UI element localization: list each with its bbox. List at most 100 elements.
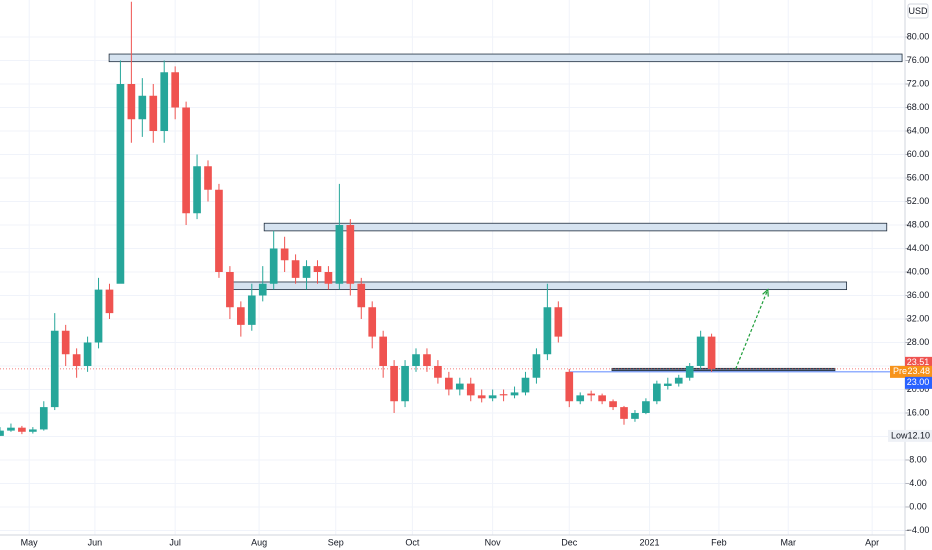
- candle-body: [204, 166, 212, 190]
- candle-body: [620, 407, 628, 419]
- candle-body: [138, 95, 147, 120]
- y-tick-label: 80.00: [907, 31, 930, 41]
- y-tick-label: 56.00: [907, 172, 930, 182]
- candle-body: [182, 107, 190, 214]
- candle-body: [565, 371, 574, 402]
- candle-body: [642, 401, 650, 413]
- y-tick-label: 68.00: [907, 102, 930, 112]
- candle-body: [521, 377, 530, 393]
- candle-body: [412, 354, 420, 366]
- candle-body: [434, 365, 442, 378]
- candle-body: [609, 401, 617, 408]
- y-tick-label: 32.00: [907, 313, 930, 323]
- price-tag-name: Low: [891, 430, 908, 440]
- y-tick-label: 8.00: [909, 454, 927, 464]
- candle-body: [94, 289, 103, 343]
- x-tick-label: Aug: [251, 537, 267, 547]
- zone: [226, 281, 848, 291]
- zone: [263, 222, 888, 232]
- y-tick-label: 16.00: [907, 407, 930, 417]
- candle-body: [116, 84, 125, 284]
- y-tick-label: 60.00: [907, 149, 930, 159]
- y-tick-label: −4.00: [907, 525, 930, 535]
- y-tick-label: 0.00: [909, 501, 927, 511]
- y-tick-label: 48.00: [907, 219, 930, 229]
- candle-body: [171, 72, 179, 108]
- candle-body: [653, 383, 661, 402]
- x-tick-label: Jun: [88, 537, 103, 547]
- y-tick-label: 4.00: [909, 478, 927, 488]
- price-tag: [905, 376, 932, 389]
- candle-body: [61, 330, 70, 355]
- price-tag-label: 23.51: [907, 357, 930, 367]
- x-tick-label: Feb: [711, 537, 727, 547]
- candle-body: [543, 307, 552, 355]
- x-tick-label: Sep: [328, 537, 344, 547]
- x-tick-label: Oct: [405, 537, 420, 547]
- candle-body: [7, 427, 15, 431]
- candle-body: [247, 295, 256, 325]
- zone: [611, 367, 836, 372]
- price-tag: [888, 429, 932, 442]
- candle-body: [127, 84, 136, 120]
- y-tick-label: 40.00: [907, 266, 930, 276]
- candle-body: [401, 365, 409, 402]
- x-tick-label: Apr: [865, 537, 879, 547]
- y-tick-label: 36.00: [907, 290, 930, 300]
- candle-body: [576, 395, 585, 402]
- candle-body: [510, 392, 519, 396]
- price-tag-name: Pre: [893, 366, 907, 376]
- price-tag: [890, 365, 932, 378]
- candle-body: [598, 395, 606, 402]
- x-tick-label: Nov: [485, 537, 502, 547]
- zone: [108, 53, 903, 63]
- x-tick-label: Dec: [561, 537, 578, 547]
- candle-body: [379, 336, 387, 366]
- candle-body: [455, 383, 464, 390]
- y-tick-label: 72.00: [907, 78, 930, 88]
- candle-body: [302, 266, 311, 278]
- price-tag-label: 23.00: [907, 377, 930, 387]
- y-tick-label: 52.00: [907, 196, 930, 206]
- candle-body: [554, 307, 563, 337]
- candle-body: [291, 260, 300, 278]
- candle-body: [39, 407, 48, 430]
- candle-body: [423, 354, 431, 366]
- candle-body: [346, 224, 355, 284]
- y-tick-label: 28.00: [907, 337, 930, 347]
- candle-body: [466, 383, 475, 396]
- candle-body: [18, 427, 26, 432]
- candle-body: [269, 248, 278, 284]
- x-tick-label: May: [21, 537, 39, 547]
- candle-body: [587, 393, 596, 396]
- candle-body: [83, 342, 92, 366]
- candle-body: [29, 429, 37, 432]
- x-tick-label: Mar: [780, 537, 796, 547]
- x-tick-label: 2021: [640, 537, 660, 547]
- price-tag-label: 23.48: [907, 366, 930, 376]
- candle-body: [226, 271, 234, 308]
- candle-body: [0, 430, 4, 436]
- candle-body: [707, 336, 716, 369]
- candle-body: [72, 354, 81, 366]
- candle-body: [390, 365, 398, 402]
- candle-body: [149, 95, 158, 132]
- candle-body: [215, 189, 223, 272]
- candle-body: [50, 330, 59, 408]
- candle-body: [663, 383, 672, 386]
- candle-body: [685, 365, 694, 378]
- y-tick-label: 64.00: [907, 125, 930, 135]
- candle-body: [160, 72, 169, 132]
- trend-arrow: [735, 289, 769, 370]
- candle-body: [368, 307, 377, 337]
- candle-body: [193, 166, 201, 214]
- candle-body: [258, 283, 267, 296]
- candle-body: [488, 395, 497, 399]
- currency: USD: [908, 6, 928, 16]
- candle-body: [105, 289, 114, 314]
- candle-body: [674, 377, 683, 384]
- currency-box: [907, 3, 929, 19]
- candle-body: [324, 271, 333, 284]
